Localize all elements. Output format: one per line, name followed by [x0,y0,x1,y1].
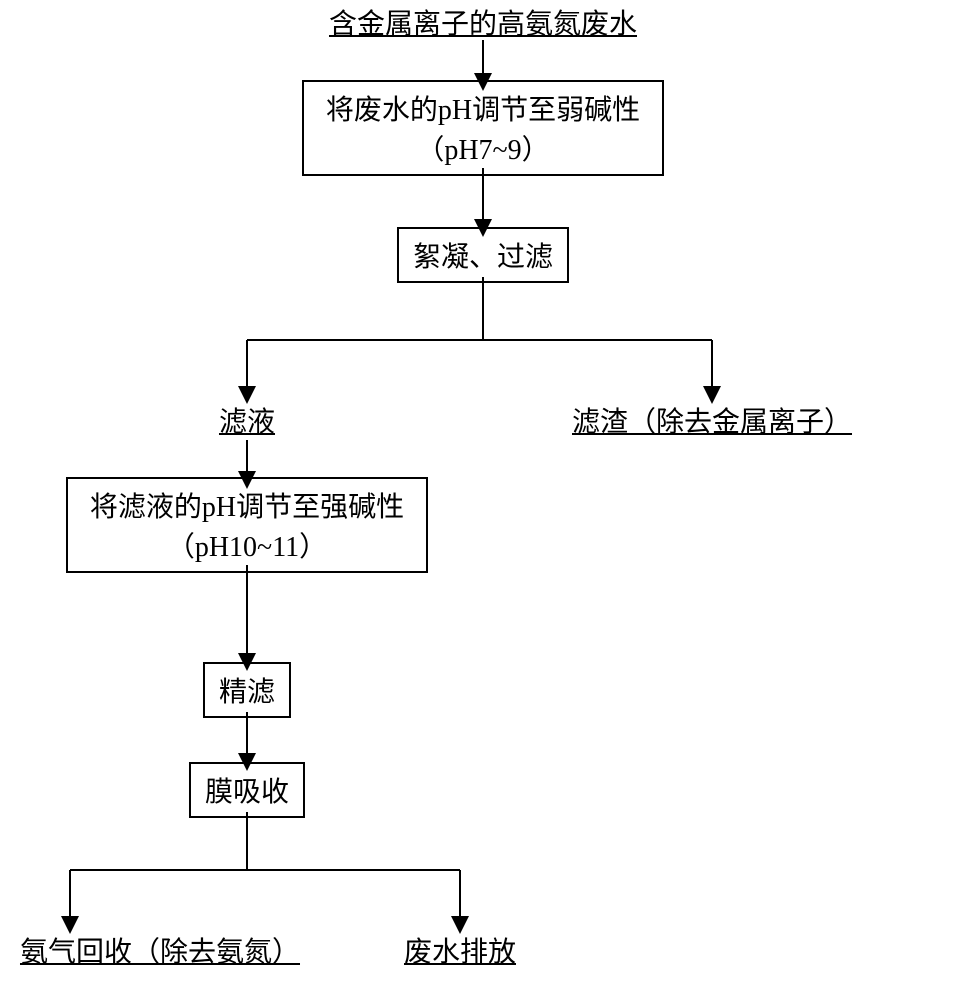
residue-node: 滤渣（除去金属离子） [572,400,852,440]
ph-strong-box: 将滤液的pH调节至强碱性 （pH10~11） [66,477,428,573]
start-label: 含金属离子的高氨氮废水 [329,2,637,42]
discharge-node: 废水排放 [404,930,516,970]
recover-label: 氨气回收（除去氨氮） [20,930,300,970]
membrane-box: 膜吸收 [189,762,305,818]
recover-node: 氨气回收（除去氨氮） [20,930,300,970]
ph-strong-line1: 将滤液的pH调节至强碱性 [82,485,412,525]
ph-weak-line2: （pH7~9） [318,128,648,168]
filtrate-label: 滤液 [219,400,275,440]
ph-strong-line2: （pH10~11） [82,525,412,565]
start-node: 含金属离子的高氨氮废水 [329,2,637,42]
floc-box: 絮凝、过滤 [397,227,569,283]
ph-weak-box: 将废水的pH调节至弱碱性 （pH7~9） [302,80,664,176]
membrane-label: 膜吸收 [205,777,289,808]
floc-label: 絮凝、过滤 [413,242,553,273]
discharge-label: 废水排放 [404,930,516,970]
filtrate-node: 滤液 [219,400,275,440]
fine-filter-label: 精滤 [219,677,275,708]
residue-label: 滤渣（除去金属离子） [572,400,852,440]
fine-filter-box: 精滤 [203,662,291,718]
ph-weak-line1: 将废水的pH调节至弱碱性 [318,88,648,128]
